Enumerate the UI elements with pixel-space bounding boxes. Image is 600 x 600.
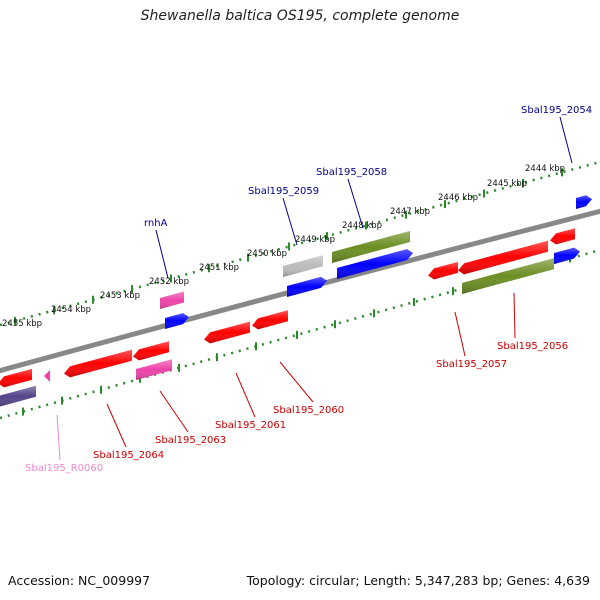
label-leader-line — [106, 403, 127, 448]
label-leader-line — [454, 311, 466, 357]
label-leader-line — [155, 229, 169, 279]
gene-sbal195-2064-shade — [64, 349, 132, 378]
gene-label-r0060: Sbal195_R0060 — [25, 463, 103, 474]
label-leader-line — [347, 178, 364, 229]
gene-label-g2061: Sbal195_2061 — [215, 420, 286, 431]
gene-sbal195-2060-shade — [252, 310, 288, 330]
kbp-label: 2451 kbp — [199, 263, 239, 273]
gene-sbal195-2057-shade — [428, 261, 458, 280]
gene-label-g2063: Sbal195_2063 — [155, 435, 226, 446]
gene-sbal195-2066-shade — [0, 385, 36, 407]
gene-sbal195-2059b-shade — [287, 276, 327, 297]
gene-sbal195-r0060 — [44, 370, 50, 382]
gene-label-rnhA: rnhA — [144, 218, 168, 229]
gene-sbal195-2062-shade — [133, 341, 169, 361]
topology-text: Topology: circular; Length: 5,347,283 bp… — [246, 573, 590, 588]
gene-label-g2058: Sbal195_2058 — [316, 167, 387, 178]
gene-sbal195-2065-shade — [0, 368, 32, 388]
gene-label-g2057: Sbal195_2057 — [436, 359, 507, 370]
gene-sbal195-2063-shade — [136, 359, 172, 380]
gene-label-g2060: Sbal195_2060 — [273, 405, 344, 416]
gene-sbal195-2056-shade — [458, 240, 548, 275]
gene-sbal195-2058b-shade — [337, 249, 413, 279]
kbp-label: 2454 kbp — [51, 305, 91, 315]
accession-text: Accession: NC_009997 — [8, 573, 151, 588]
gene-label-g2056: Sbal195_2056 — [497, 341, 568, 352]
kbp-label: 2455 kbp — [2, 319, 42, 329]
gene-sbal195-2055-shade — [550, 228, 575, 245]
label-leader-line — [513, 292, 516, 339]
label-leader-line — [235, 372, 256, 418]
gene-sbal195-2056b-shade — [462, 258, 554, 294]
kbp-label: 2444 kbp — [525, 164, 565, 174]
map-title: Shewanella baltica OS195, complete genom… — [140, 8, 460, 24]
label-leader-line — [282, 197, 298, 246]
gene-sbal195-2055b-shade — [554, 247, 580, 264]
gene-sbal195-2054-shade — [576, 195, 592, 209]
kbp-label: 2446 kbp — [438, 193, 478, 203]
gene-label-g2059: Sbal195_2059 — [248, 186, 319, 197]
kbp-label: 2453 kbp — [100, 291, 140, 301]
label-leader-line — [56, 414, 61, 461]
gene-label-g2054: Sbal195_2054 — [521, 105, 592, 116]
kbp-label: 2447 kbp — [390, 207, 430, 217]
kbp-label: 2445 kbp — [487, 179, 527, 189]
gene-sbal195-2058-shade — [332, 230, 410, 263]
gene-rnha-rna-shade — [160, 291, 184, 309]
kbp-label: 2450 kbp — [247, 249, 287, 259]
label-leader-line — [159, 390, 189, 433]
kbp-label: 2449 kbp — [295, 235, 335, 245]
gene-sbal195-2061-shade — [204, 321, 250, 344]
gene-rnha-shade — [165, 313, 189, 329]
label-leader-line — [559, 116, 573, 164]
gene-label-g2064: Sbal195_2064 — [93, 450, 164, 461]
kbp-label: 2452 kbp — [149, 277, 189, 287]
gene-sbal195-2059-shade — [283, 255, 323, 277]
label-leader-line — [279, 361, 314, 403]
